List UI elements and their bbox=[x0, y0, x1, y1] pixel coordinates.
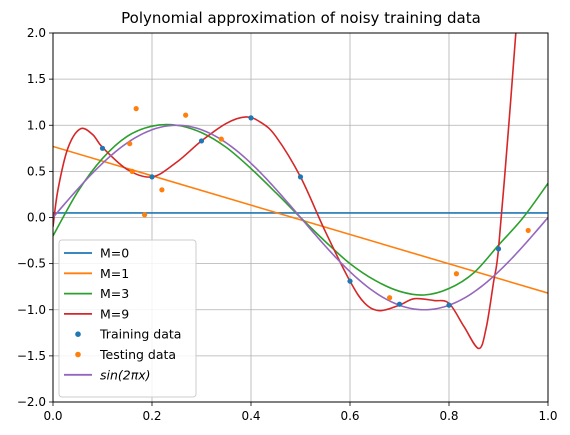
legend-label: Testing data bbox=[99, 347, 176, 362]
y-tick-label: 0.5 bbox=[27, 164, 46, 178]
point-testing-data bbox=[141, 212, 148, 218]
series-line-sin-2pi-x bbox=[53, 124, 548, 311]
legend-item-m-1: M=1 bbox=[64, 266, 129, 281]
series-line-m-1 bbox=[53, 145, 548, 294]
axis-ticks: 0.0 0.2 0.4 0.6 0.8 1.0 −2.0 −1.5 −1.0 −0.5 0.0 0.5… bbox=[17, 26, 558, 423]
legend-label: M=3 bbox=[100, 286, 129, 301]
point-testing-data bbox=[183, 112, 189, 118]
legend-item-training-data: Training data bbox=[75, 327, 181, 342]
point-testing-data bbox=[453, 271, 460, 277]
point-testing-data bbox=[387, 295, 393, 301]
point-training-data bbox=[99, 145, 106, 151]
point-testing-data bbox=[218, 136, 224, 142]
legend-item-testing-data: Testing data bbox=[75, 347, 176, 362]
legend-label: Training data bbox=[99, 327, 181, 342]
x-tick-label: 0.2 bbox=[142, 409, 161, 423]
x-tick-label: 0.8 bbox=[439, 409, 458, 423]
chart-title: Polynomial approximation of noisy traini… bbox=[121, 9, 481, 27]
legend-label: M=1 bbox=[100, 266, 129, 281]
point-testing-data bbox=[129, 168, 135, 174]
legend-item-sin-2-x: sin(2πx) bbox=[64, 367, 151, 382]
y-tick-label: −1.0 bbox=[17, 303, 46, 317]
legend: M=0 M=1 M=3 M=9 Training data Testing data sin… bbox=[58, 239, 197, 398]
point-training-data bbox=[495, 246, 502, 252]
y-tick-label: −1.5 bbox=[17, 349, 46, 363]
legend-box bbox=[58, 239, 197, 398]
x-tick-label: 0.6 bbox=[340, 409, 359, 423]
x-tick-label: 0.0 bbox=[43, 409, 62, 423]
legend-label: sin(2πx) bbox=[100, 367, 151, 382]
plot-area bbox=[53, 33, 548, 350]
point-testing-data bbox=[159, 187, 165, 193]
x-tick-label: 1.0 bbox=[538, 409, 557, 423]
point-training-data bbox=[446, 302, 452, 308]
point-training-data bbox=[248, 115, 254, 121]
y-tick-label: 0.0 bbox=[27, 211, 46, 225]
y-tick-label: −0.5 bbox=[17, 257, 46, 271]
legend-label: M=0 bbox=[100, 246, 129, 261]
point-testing-data bbox=[525, 227, 531, 234]
y-tick-label: 1.0 bbox=[27, 118, 46, 132]
y-tick-label: −2.0 bbox=[17, 395, 46, 409]
point-training-data bbox=[149, 174, 155, 180]
legend-item-m-9: M=9 bbox=[64, 306, 129, 321]
point-training-data bbox=[396, 301, 403, 307]
legend-item-m-0: M=0 bbox=[64, 246, 129, 261]
x-tick-label: 0.4 bbox=[241, 409, 260, 423]
legend-label: M=9 bbox=[100, 306, 129, 321]
legend-swatch bbox=[75, 351, 81, 358]
point-training-data bbox=[198, 138, 205, 144]
point-testing-data bbox=[127, 141, 133, 147]
y-tick-label: 1.5 bbox=[27, 72, 46, 86]
legend-item-m-3: M=3 bbox=[64, 286, 129, 301]
point-testing-data bbox=[133, 106, 139, 112]
legend-swatch bbox=[75, 331, 81, 338]
point-training-data bbox=[297, 174, 304, 180]
point-training-data bbox=[347, 278, 353, 284]
y-tick-label: 2.0 bbox=[27, 26, 46, 40]
